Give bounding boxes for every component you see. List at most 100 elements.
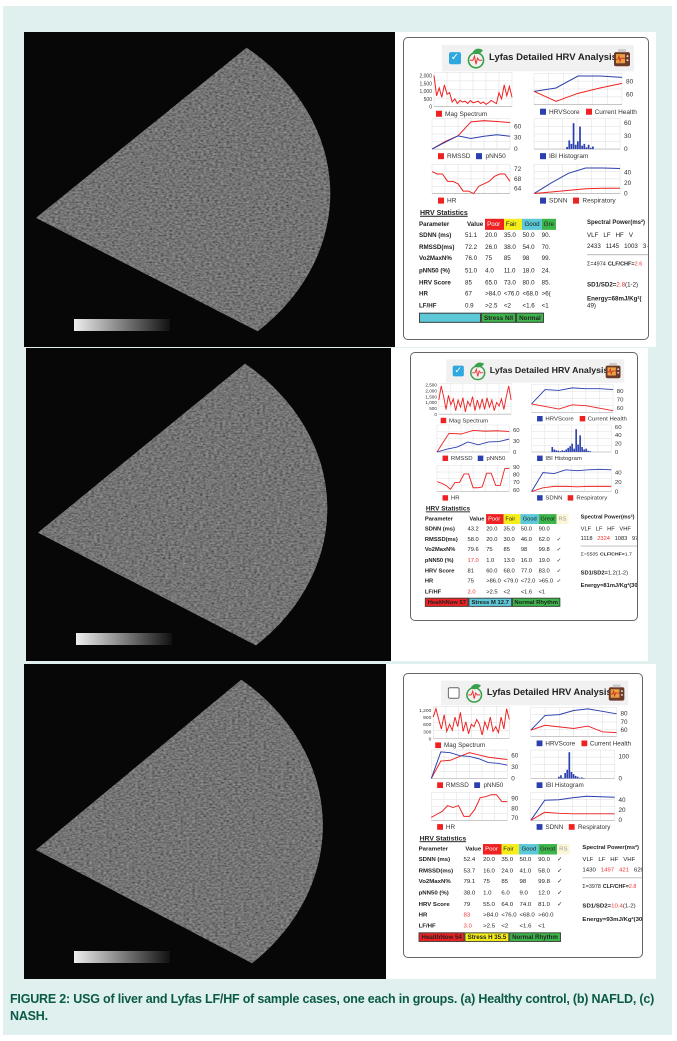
series-line-rmssd	[436, 429, 510, 453]
threshold-cell: <1	[538, 922, 546, 930]
threshold-cell: ✓	[556, 536, 562, 543]
threshold-cell: 75	[486, 546, 493, 554]
legend-swatch	[536, 824, 543, 830]
legend-label: SDNN	[545, 824, 564, 831]
y-tick-label: 80	[620, 711, 628, 718]
band-value: 1145	[605, 243, 620, 251]
band-value: 1118	[580, 535, 593, 542]
legend-label: RMSSD	[447, 153, 471, 161]
histogram-bar	[569, 446, 571, 452]
chart-plot: 100 0	[530, 749, 630, 782]
series-line-hr	[431, 171, 511, 195]
select-checkbox[interactable]: ✓	[449, 52, 461, 65]
histogram-bar	[568, 140, 571, 150]
threshold-cell: <1	[541, 302, 549, 310]
divider	[582, 877, 642, 879]
threshold-cell: >2.5	[483, 922, 496, 930]
select-checkbox[interactable]: ✓	[452, 365, 464, 377]
histogram-bar	[579, 126, 581, 150]
series-line-hrvscore	[530, 708, 617, 731]
threshold-cell: 38.0	[503, 243, 516, 251]
clf-chf-value: 2.6	[634, 261, 643, 268]
legend-label: Mag Spectrum	[445, 110, 488, 118]
histogram-bar	[563, 450, 565, 452]
band-label: LF	[603, 231, 611, 239]
parameter-name: HRV Score	[419, 279, 451, 287]
band-values: 1118 2324 1083978	[580, 535, 637, 542]
band-value: 978	[631, 535, 637, 542]
histogram-bar	[581, 777, 583, 779]
hrv-statistics-title: HRV Statistics	[420, 209, 468, 217]
threshold-cell: 74.0	[519, 900, 532, 908]
table-row: HRV Score 79 55.0 64.0 74.0 81.0 ✓	[419, 899, 570, 910]
table-row: HR 75 >86.0 <79.0 <72.0 >65.0 ✓	[425, 576, 568, 586]
y-tick-label: 1,000	[420, 89, 433, 95]
threshold-cell: 19.0	[538, 557, 550, 564]
parameter-value: 38.0	[463, 889, 476, 897]
threshold-cell: 18.0	[522, 267, 535, 275]
parameter-name: pNN50 (%)	[419, 267, 450, 275]
threshold-cell: 85.	[541, 279, 551, 287]
hr-chart: 72 68 64	[431, 163, 540, 195]
legend-swatch	[579, 416, 585, 422]
histogram-bar	[564, 773, 566, 779]
parameter-value: 2.0	[467, 588, 476, 595]
clf-chf-label: CLF/CHF=	[599, 551, 625, 558]
histogram-bar	[551, 447, 554, 452]
y-tick-label: 40	[619, 797, 627, 804]
legend-swatch	[437, 824, 443, 830]
threshold-cell: 98	[520, 546, 528, 554]
histogram-bar	[592, 146, 594, 150]
histogram-bar	[589, 147, 592, 150]
clf-chf-value: 1.7	[624, 551, 632, 558]
energy-line: Energy=68mJ/Kg²(	[587, 296, 648, 303]
histogram-bar	[568, 752, 571, 779]
sd-ratio-label: SD1/SD2=	[582, 902, 612, 910]
y-tick-label: 0	[429, 105, 432, 111]
band-values: 2433 1145 1003 3·	[587, 243, 648, 251]
histogram-bar	[581, 447, 583, 452]
legend-swatch	[438, 197, 444, 204]
series-line-pnn50	[431, 134, 511, 150]
sd-ratio-line: SD1/SD2=2.8(1-2)	[587, 281, 648, 288]
status-badge	[419, 312, 481, 323]
parameter-name: SDNN (ms)	[424, 526, 455, 533]
threshold-cell: >6(	[541, 290, 551, 298]
parameter-value: 53.7	[463, 867, 476, 875]
monitor-device-icon	[608, 684, 625, 701]
histogram-bar	[570, 771, 573, 779]
column-header: Poor	[485, 218, 504, 230]
monitor-device-icon	[614, 49, 630, 67]
histogram-bar	[566, 146, 568, 150]
status-badge: Normal Rhythm	[511, 597, 561, 607]
band-label: VHF	[619, 525, 631, 533]
column-header: Value	[469, 515, 485, 523]
chart-legend: RMSSD pNN50	[432, 153, 506, 160]
threshold-cell: 90.0	[538, 526, 550, 533]
select-checkbox[interactable]	[447, 687, 460, 699]
legend-swatch	[442, 455, 449, 461]
chart-plot: 80 60	[533, 73, 634, 105]
histogram-bar	[575, 429, 577, 452]
status-badges: HealthNow 54 Stress H 35.5 Normal Rhythm	[418, 932, 561, 942]
column-header: Fair	[503, 514, 521, 524]
chart-legend: IBI Histogram	[534, 153, 588, 160]
ibi-histogram-chart: 60 40 20 0	[531, 424, 637, 456]
sd-ratio-range: (1-2)	[615, 569, 629, 577]
parameter-name: LF/HF	[418, 922, 436, 930]
threshold-cell: ✓	[557, 867, 563, 875]
legend-swatch	[540, 197, 546, 204]
threshold-cell: <1.6	[520, 588, 533, 595]
sdnn-respiratory-chart: 40 20 0	[533, 163, 648, 198]
lyfas-logo-icon	[467, 48, 485, 69]
rmssd-pnn50-chart: 60 30 0	[436, 424, 537, 456]
threshold-cell: 60.0	[486, 567, 498, 575]
parameter-name: pNN50 (%)	[424, 557, 454, 564]
status-badge: Normal	[516, 312, 544, 323]
status-badge: Stress N/I	[481, 312, 517, 323]
band-value: 1497	[600, 866, 615, 874]
chart-legend: HRVScore Current Health	[531, 740, 631, 747]
table-row: RMSSD(ms) 72.2 26.0 38.0 54.0 70.	[419, 242, 556, 254]
table-row: SDNN (ms) 51.1 20.0 35.0 50.0 90.	[419, 230, 556, 242]
threshold-cell: 64.0	[501, 900, 514, 908]
